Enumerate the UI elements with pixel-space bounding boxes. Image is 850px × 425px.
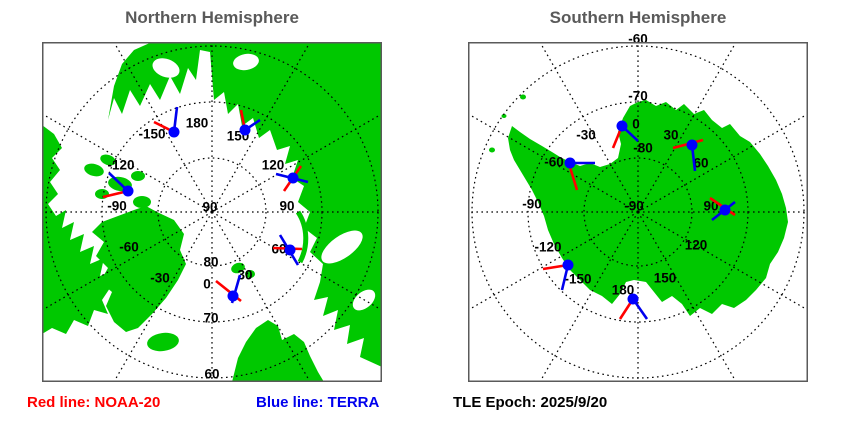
satellite-position-dot xyxy=(168,126,180,138)
island xyxy=(520,94,526,100)
graticule-label: -60 xyxy=(119,240,139,255)
graticule-label: -90 xyxy=(522,197,542,212)
meridian-line xyxy=(211,211,382,311)
meridian-line xyxy=(637,113,808,213)
graticule-label: -60 xyxy=(544,155,564,170)
island xyxy=(84,163,104,177)
graticule-label: 90 xyxy=(279,199,294,214)
graticule-label: 60 xyxy=(204,367,219,382)
landmass xyxy=(108,42,382,367)
graticule-label: 90 xyxy=(202,200,217,215)
graticule-label: 30 xyxy=(237,268,252,283)
latitude-ring xyxy=(157,157,267,267)
sea-inlet xyxy=(233,53,259,71)
south-map-title: Southern Hemisphere xyxy=(549,8,727,27)
satellite-position-dot xyxy=(564,157,576,169)
north-hemisphere-map: 180-150150-120120-9090-6060-303009080706… xyxy=(42,42,382,382)
legend-blue-terra: Blue line: TERRA xyxy=(256,394,380,411)
satellite-position-dot xyxy=(562,259,574,271)
island xyxy=(133,196,151,208)
legend-bar: Red line: NOAA-20 Blue line: TERRA TLE E… xyxy=(0,394,850,418)
satellite-position-dot xyxy=(627,293,639,305)
sea-inlet xyxy=(152,58,180,78)
north-map-svg: 180-150150-120120-9090-6060-303009080706… xyxy=(42,42,382,382)
graticule-label: -120 xyxy=(107,158,134,173)
north-map-title: Northern Hemisphere xyxy=(125,8,299,27)
map-clipped-layer xyxy=(468,42,808,382)
graticule-label: 120 xyxy=(262,158,285,173)
meridian-line xyxy=(637,211,737,382)
island xyxy=(245,270,255,278)
graticule-label: 60 xyxy=(693,156,708,171)
map-clipped-layer xyxy=(42,42,382,382)
map-frame xyxy=(42,42,382,382)
legend-red-noaa20: Red line: NOAA-20 xyxy=(27,394,161,411)
graticule-label: -30 xyxy=(576,128,596,143)
label-layer: -60-70-80-900-30 30-60 60-90 90-120 120-150 1… xyxy=(522,32,718,298)
graticule-label: 150 xyxy=(654,271,677,286)
satellite-position-dot xyxy=(239,124,251,136)
graticule-label: -120 xyxy=(534,240,561,255)
meridian-line xyxy=(211,113,382,213)
landmass xyxy=(42,125,114,334)
graticule-label: 0 xyxy=(632,117,640,132)
meridian-line xyxy=(113,211,213,382)
island xyxy=(146,213,162,227)
satellite-position-dot xyxy=(616,120,628,132)
graticule-label: 0 xyxy=(203,277,211,292)
graticule-label: 70 xyxy=(203,311,218,326)
marker-layer xyxy=(102,106,309,304)
island xyxy=(147,332,179,352)
latitude-ring xyxy=(583,157,693,267)
meridian-line xyxy=(539,211,639,382)
satellite-position-dot xyxy=(284,244,296,256)
graticule-label: 180 xyxy=(612,283,635,298)
island xyxy=(95,189,109,199)
satellite-position-dot xyxy=(122,185,134,197)
graticule-label: 80 xyxy=(203,255,218,270)
satellite-position-dot xyxy=(287,172,299,184)
map-frame xyxy=(468,42,808,382)
meridian-line xyxy=(637,211,808,311)
graticule-label: -90 xyxy=(624,199,644,214)
island xyxy=(489,147,495,153)
satellite-position-dot xyxy=(719,204,731,216)
landmass xyxy=(508,100,788,316)
island xyxy=(131,171,145,181)
south-hemisphere-map: -60 -70 -80 -90 0 -30 30 -60 60 -90 90 -120 120 -150 1… xyxy=(468,32,808,382)
sea-inlet xyxy=(321,230,363,264)
graticule-label: -80 xyxy=(633,141,653,156)
island xyxy=(231,262,245,274)
satellite-position-dot xyxy=(686,139,698,151)
graticule-label: -70 xyxy=(628,89,648,104)
graticule-label: -90 xyxy=(107,199,127,214)
graticule-label: 180 xyxy=(186,116,209,131)
legend-tle-epoch: TLE Epoch: 2025/9/20 xyxy=(453,394,608,411)
graticule-label: 30 xyxy=(663,128,678,143)
graticule-label: -150 xyxy=(138,127,165,142)
landmass xyxy=(92,206,186,332)
island xyxy=(100,154,116,166)
graticule-label: -60 xyxy=(628,32,648,47)
landmass xyxy=(232,320,324,382)
graticule-label: -30 xyxy=(150,271,170,286)
satellite-position-dot xyxy=(227,290,239,302)
island xyxy=(501,114,507,118)
graticule-label: 120 xyxy=(685,238,708,253)
south-map-svg: -60-70-80-900-30 30-60 60-90 90-120 120-150 1… xyxy=(468,32,808,382)
island-arc xyxy=(295,210,309,264)
meridian-line xyxy=(211,211,311,382)
marker-layer xyxy=(542,120,736,320)
meridian-line xyxy=(113,42,213,213)
label-layer: 180-150150-120120-9090-6060-303009080706… xyxy=(107,116,294,382)
graticule-label: -150 xyxy=(564,272,591,287)
